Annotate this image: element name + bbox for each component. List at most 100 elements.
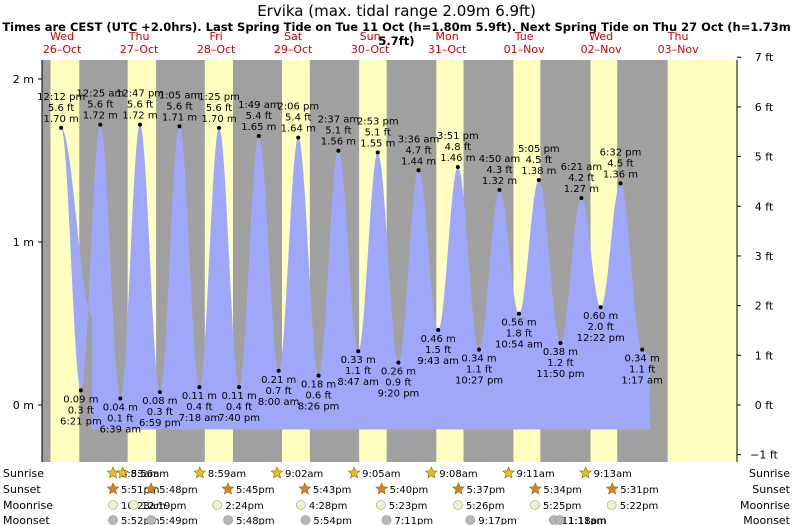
tide-time-label: 4:50 am [479, 154, 521, 165]
sunrise-icon [424, 466, 438, 479]
tide-time-label: 1:05 am [159, 90, 201, 101]
sunset-icon [528, 482, 542, 495]
tide-point [497, 187, 502, 192]
tide-point [558, 341, 563, 346]
tide-point [618, 181, 623, 186]
tide-time-label: 10:27 pm [455, 376, 503, 387]
tide-height-m-label: 0.34 m [461, 354, 496, 365]
tide-point [276, 368, 281, 373]
moonrise-icon [453, 500, 463, 510]
tide-height-m-label: 1.70 m [44, 114, 79, 125]
tide-point [536, 178, 541, 183]
day-of-week-label: Sun [360, 30, 381, 43]
moonset-time: 1:11am [568, 516, 606, 525]
tide-point [336, 148, 341, 153]
tide-height-m-label: 0.56 m [501, 318, 536, 329]
y-tick-label-ft: 4 ft [755, 200, 774, 213]
moonrise-icon [606, 500, 617, 510]
sunset-icon [375, 482, 389, 495]
sunset-time: 5:48pm [159, 485, 198, 496]
tide-time-label: 2:53 pm [357, 116, 399, 127]
tide-height-m-label: 1.38 m [521, 166, 556, 177]
day-of-week-label: Fri [210, 30, 223, 43]
tide-height-m-label: 1.32 m [482, 176, 517, 187]
moonset-icon [381, 515, 392, 525]
date-label: 29–Oct [274, 43, 313, 56]
tide-point [436, 328, 441, 333]
moonrise-icon [128, 500, 139, 510]
y-tick-label-ft: 1 ft [755, 349, 774, 362]
moonset-time: 11:18pm [562, 516, 607, 525]
tide-height-m-label: 0.04 m [103, 402, 138, 413]
tide-height-m-label: 1.71 m [162, 112, 197, 123]
moonset-time: 9:17pm [478, 516, 517, 525]
tide-point [177, 124, 182, 129]
tide-height-m-label: 0.21 m [261, 375, 296, 386]
sunrise-icon [106, 466, 120, 479]
tide-time-label: 5:05 pm [518, 144, 560, 155]
tide-point [598, 305, 603, 310]
tide-time-label: 7:40 pm [218, 413, 260, 424]
tide-height-ft-label: 4.7 ft [405, 145, 431, 156]
tide-height-ft-label: 5.1 ft [365, 127, 391, 138]
day-of-week-label: Wed [589, 30, 613, 43]
tide-height-m-label: 0.08 m [142, 396, 177, 407]
tide-time-label: 12:22 pm [577, 333, 625, 344]
tide-height-m-label: 1.46 m [440, 153, 475, 164]
moonrise-time: 5:26pm [466, 501, 505, 512]
moonset-icon [146, 515, 156, 525]
y-tick-label-m: 0 m [13, 399, 34, 412]
tide-point [118, 396, 123, 401]
tide-time-label: 6:39 am [100, 424, 142, 435]
tide-height-ft-label: 1.8 ft [506, 329, 532, 340]
y-tick-label-ft: 0 ft [755, 399, 774, 412]
moonrise-time: 5:23pm [389, 501, 428, 512]
tide-height-ft-label: 4.5 ft [607, 158, 633, 169]
tide-point [640, 347, 645, 352]
sunrise-icon [347, 466, 361, 479]
tide-time-label: 7:18 am [179, 413, 221, 424]
sunset-icon [452, 482, 465, 495]
tide-height-m-label: 1.27 m [564, 184, 599, 195]
sunset-icon [298, 482, 312, 495]
y-tick-label-m: 1 m [13, 236, 34, 249]
moonrise-icon [375, 500, 386, 510]
tide-height-ft-label: 0.4 ft [186, 402, 212, 413]
daylight-band [667, 60, 737, 462]
tide-height-m-label: 0.09 m [63, 394, 98, 405]
sunrise-row-label-right: Sunrise [749, 467, 790, 480]
tide-height-ft-label: 5.6 ft [127, 100, 153, 111]
sunrise-time: 9:02am [285, 469, 323, 480]
moonset-time: 5:52pm [121, 516, 160, 525]
sunrise-row-label-left: Sunrise [3, 467, 44, 480]
day-of-week-label: Sat [284, 30, 303, 43]
tide-height-ft-label: 5.6 ft [87, 100, 113, 111]
tide-height-m-label: 1.70 m [201, 114, 236, 125]
date-label: 02–Nov [581, 43, 622, 56]
tide-height-ft-label: 1.1 ft [345, 366, 371, 377]
date-label: 03–Nov [658, 43, 699, 56]
tide-point [316, 373, 321, 378]
moonrise-time: 2:24pm [225, 501, 264, 512]
tide-time-label: 1:49 am [238, 100, 280, 111]
tide-area [61, 124, 651, 430]
date-label: 26–Oct [43, 43, 82, 56]
tide-point [516, 311, 521, 316]
date-label: 30–Oct [351, 43, 390, 56]
sunrise-time: 9:11am [516, 469, 554, 480]
moonset-row-label-right: Moonset [743, 514, 790, 525]
sunrise-icon [193, 466, 207, 479]
tide-point [455, 165, 460, 170]
tide-point [416, 168, 421, 173]
sunrise-icon [116, 466, 130, 479]
sunset-time: 5:31pm [620, 485, 659, 496]
sunset-time: 5:45pm [236, 485, 275, 496]
tide-labels: 12:12 pm5.6 ft1.70 m0.09 m0.3 ft6:21 pm1… [37, 89, 663, 436]
tide-point [78, 388, 83, 393]
sunset-time: 5:51pm [121, 485, 160, 496]
sunrise-icon [579, 466, 593, 479]
date-label: 01–Nov [504, 43, 545, 56]
tide-point [237, 385, 242, 390]
tide-height-m-label: 0.34 m [625, 354, 660, 365]
tide-height-ft-label: 0.3 ft [147, 407, 173, 418]
